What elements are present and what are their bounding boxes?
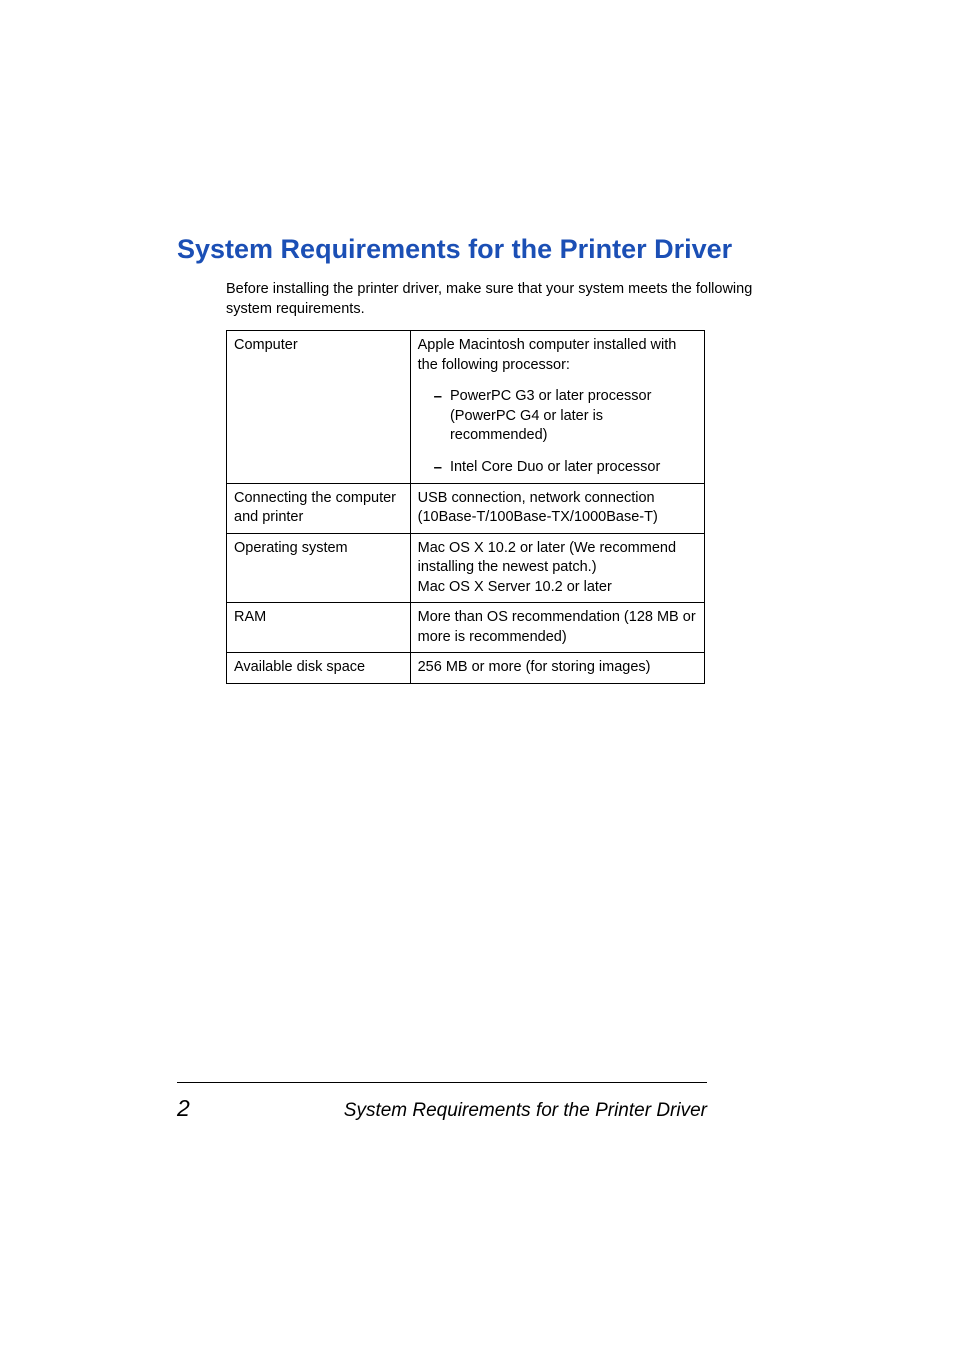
intro-paragraph: Before installing the printer driver, ma…: [226, 280, 777, 319]
row-label: Connecting the computer and printer: [227, 483, 411, 533]
footer-title: System Requirements for the Printer Driv…: [344, 1100, 707, 1122]
row-label: RAM: [227, 603, 411, 653]
row-value: Mac OS X 10.2 or later (We recommend ins…: [410, 533, 704, 603]
cell-intro: Apple Macintosh computer installed with …: [418, 336, 697, 375]
page-heading: System Requirements for the Printer Driv…: [177, 234, 777, 265]
row-value: 256 MB or more (for storing images): [410, 653, 704, 684]
bullet-text: PowerPC G3 or later processor (PowerPC G…: [450, 387, 697, 446]
table-row: RAM More than OS recommendation (128 MB …: [227, 603, 705, 653]
requirements-table: Computer Apple Macintosh computer instal…: [226, 330, 705, 684]
bullet-item: – Intel Core Duo or later processor: [418, 458, 697, 478]
row-label: Computer: [227, 331, 411, 483]
table-row: Connecting the computer and printer USB …: [227, 483, 705, 533]
footer-divider: [177, 1082, 707, 1083]
bullet-text: Intel Core Duo or later processor: [450, 458, 697, 478]
row-label: Available disk space: [227, 653, 411, 684]
row-value: More than OS recommendation (128 MB or m…: [410, 603, 704, 653]
row-value: USB connection, network connection (10Ba…: [410, 483, 704, 533]
dash-icon: –: [434, 458, 442, 478]
row-value: Apple Macintosh computer installed with …: [410, 331, 704, 483]
table-row: Available disk space 256 MB or more (for…: [227, 653, 705, 684]
row-label: Operating system: [227, 533, 411, 603]
page-number: 2: [177, 1095, 190, 1122]
table-row: Computer Apple Macintosh computer instal…: [227, 331, 705, 483]
bullet-item: – PowerPC G3 or later processor (PowerPC…: [418, 387, 697, 446]
dash-icon: –: [434, 387, 442, 446]
table-row: Operating system Mac OS X 10.2 or later …: [227, 533, 705, 603]
page-footer: 2 System Requirements for the Printer Dr…: [177, 1082, 707, 1122]
